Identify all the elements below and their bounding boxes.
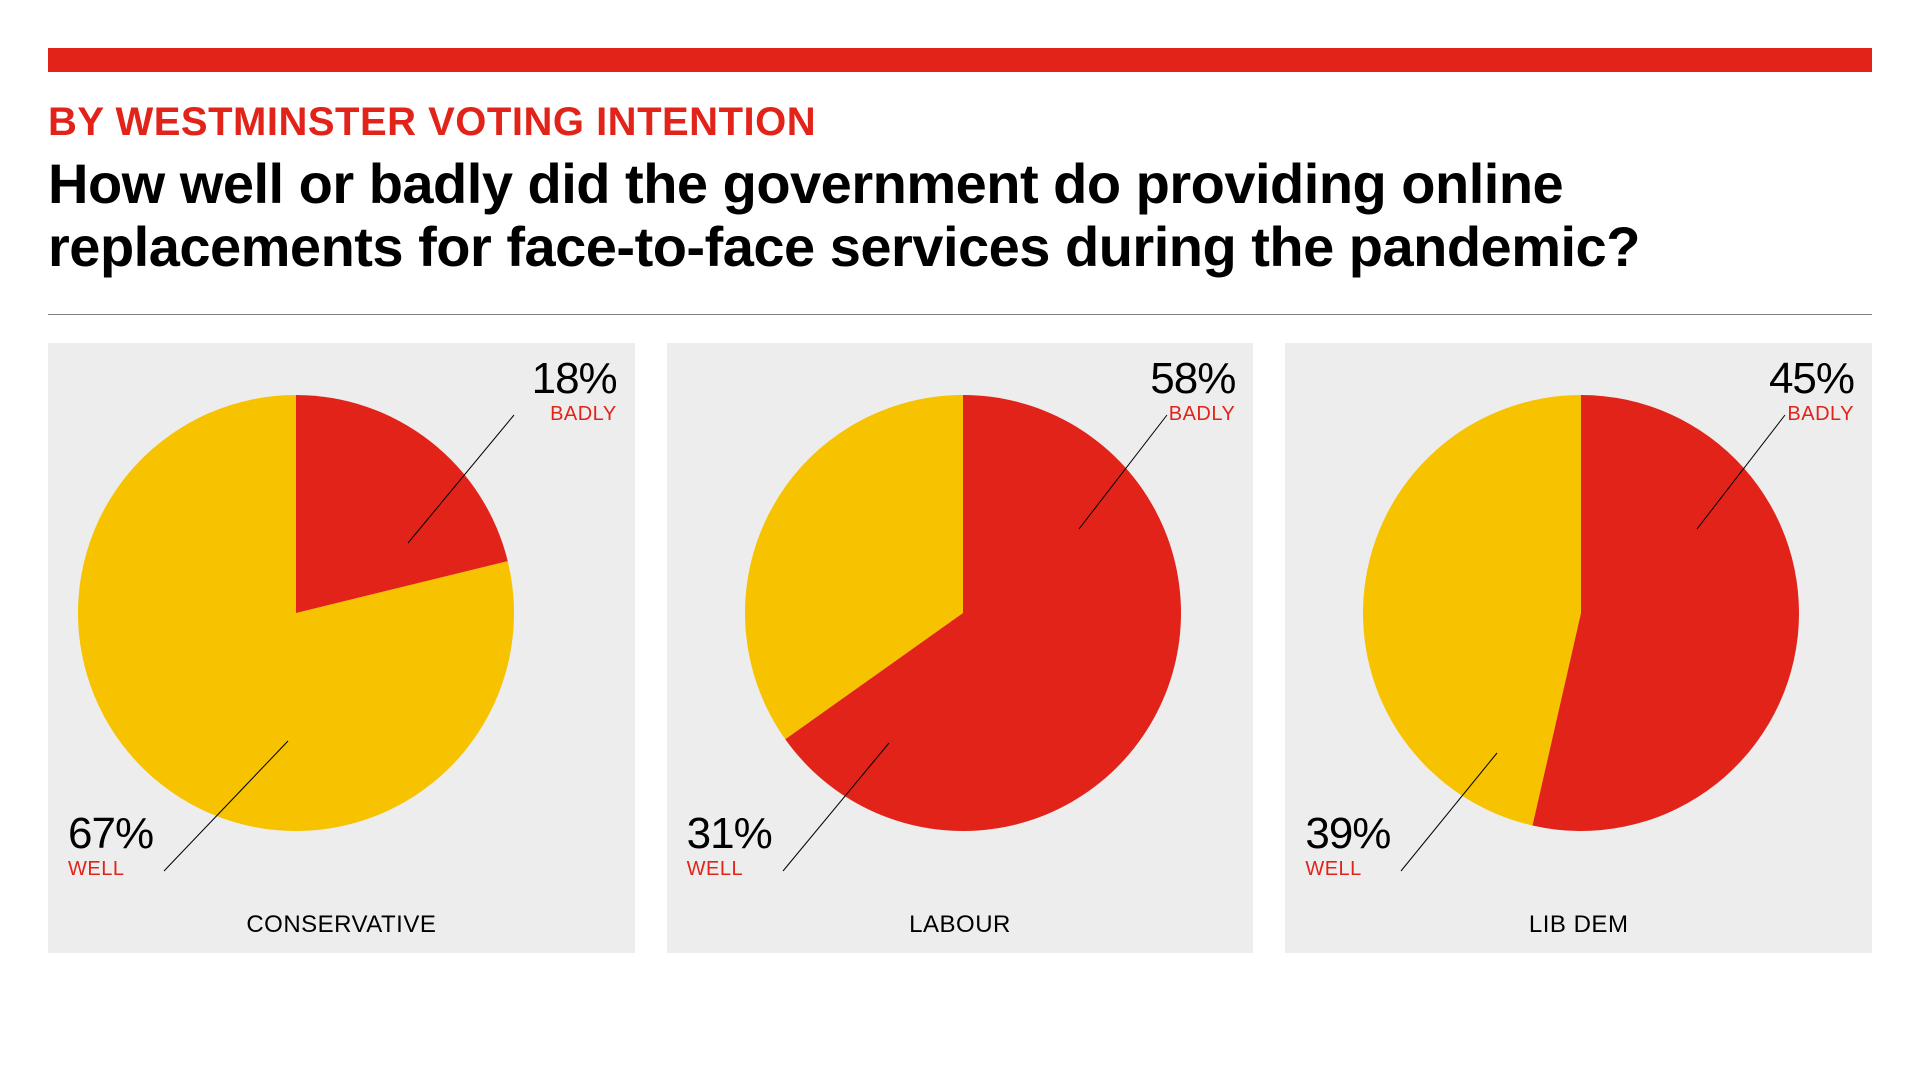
callout-well-label: WELL xyxy=(1305,858,1390,881)
chart-panel: 45%BADLY 39%WELL LIB DEM xyxy=(1285,343,1872,953)
callout-badly-label: BADLY xyxy=(1169,403,1236,426)
callout-badly-pct: 45% xyxy=(1769,357,1854,401)
callout-badly-pct: 18% xyxy=(532,357,617,401)
chart-title: LIB DEM xyxy=(1285,911,1872,939)
callout-well-pct: 67% xyxy=(68,812,153,856)
callout-badly-label: BADLY xyxy=(1787,403,1854,426)
chart-panel: 58%BADLY 31%WELL LABOUR xyxy=(667,343,1254,953)
eyebrow-text: BY WESTMINSTER VOTING INTENTION xyxy=(48,100,1872,145)
callout-well-label: WELL xyxy=(68,858,153,881)
callout-badly: 45%BADLY xyxy=(1769,357,1854,426)
callout-well: 39%WELL xyxy=(1305,812,1390,881)
pie-chart xyxy=(76,393,516,833)
callout-well-pct: 39% xyxy=(1305,812,1390,856)
charts-row: 18%BADLY67%WELLCONSERVATIVE58%BADLY31%WE… xyxy=(48,343,1872,953)
header-divider xyxy=(48,314,1872,315)
callout-badly: 18%BADLY xyxy=(532,357,617,426)
infographic-container: BY WESTMINSTER VOTING INTENTION How well… xyxy=(0,0,1920,953)
callout-well-pct: 31% xyxy=(687,812,772,856)
callout-badly-label: BADLY xyxy=(550,403,617,426)
callout-well-label: WELL xyxy=(687,858,772,881)
top-accent-bar xyxy=(48,48,1872,72)
chart-panel: 18%BADLY 67%WELL CONSERVATIVE xyxy=(48,343,635,953)
pie-chart xyxy=(743,393,1183,833)
callout-well: 67%WELL xyxy=(68,812,153,881)
callout-badly: 58%BADLY xyxy=(1150,357,1235,426)
callout-well: 31%WELL xyxy=(687,812,772,881)
headline-text: How well or badly did the government do … xyxy=(48,153,1872,278)
pie-chart xyxy=(1361,393,1801,833)
callout-badly-pct: 58% xyxy=(1150,357,1235,401)
chart-title: LABOUR xyxy=(667,911,1254,939)
chart-title: CONSERVATIVE xyxy=(48,911,635,939)
